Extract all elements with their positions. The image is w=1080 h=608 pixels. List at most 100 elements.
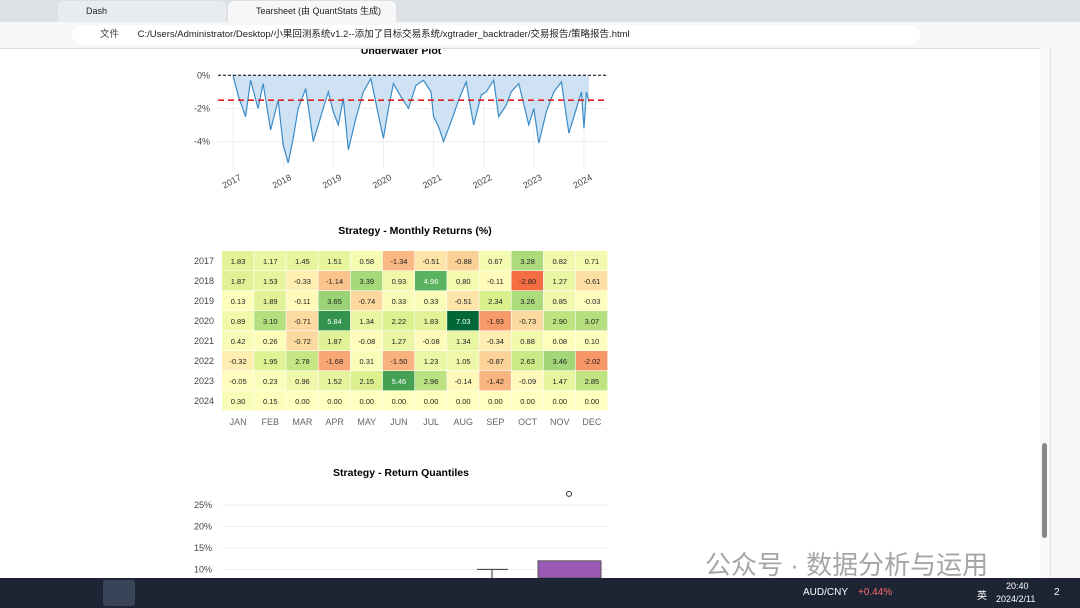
cell-label: -0.08: [358, 337, 375, 346]
cell-label: 1.47: [552, 377, 567, 386]
cell-label: -0.08: [423, 337, 440, 346]
cell-label: 0.15: [263, 397, 278, 406]
cell-label: 3.39: [359, 277, 374, 286]
cell-label: 1.87: [327, 337, 342, 346]
heatmap-cell: [511, 291, 544, 311]
heatmap-cell: [511, 351, 544, 371]
taskbar: AUD/CNY +0.44% 英 20:40 2024/2/11 2: [0, 578, 1080, 608]
heatmap-cell: [350, 271, 383, 291]
cell-label: -0.87: [487, 357, 504, 366]
heatmap-cell: [286, 371, 318, 391]
cell-label: -0.11: [487, 277, 504, 286]
heatmap-cell: [222, 311, 254, 331]
notifications[interactable]: 2: [1054, 587, 1060, 598]
heatmap-cell: [286, 351, 318, 371]
cell-label: 0.33: [424, 297, 439, 306]
heatmap-cell: [286, 251, 318, 271]
heatmap-cell: [447, 371, 479, 391]
heatmap-cell: [382, 371, 415, 391]
heatmap-cell: [382, 251, 415, 271]
heatmap-cell: [415, 391, 447, 411]
heatmap-cell: [318, 291, 351, 311]
cell-label: -0.34: [487, 337, 504, 346]
heatmap-cell: [479, 391, 511, 411]
active-app[interactable]: [103, 580, 135, 606]
heatmap-cell: [254, 391, 286, 411]
cell-label: 1.17: [263, 257, 278, 266]
cell-label: 1.51: [327, 257, 342, 266]
y-tick-label: 0%: [197, 70, 210, 80]
heatmap-cell: [543, 251, 576, 271]
cell-label: 0.82: [552, 257, 567, 266]
row-label: 2024: [194, 396, 214, 406]
cell-label: 4.96: [424, 277, 439, 286]
ticker: AUD/CNY: [803, 587, 849, 598]
cell-label: -2.02: [583, 357, 600, 366]
cell-label: -1.42: [487, 377, 504, 386]
heatmap-cell: [350, 311, 383, 331]
tab[interactable]: Tearsheet (由 QuantStats 生成): [228, 1, 396, 22]
url-field[interactable]: 文件 C:/Users/Administrator/Desktop/小果回测系统…: [72, 25, 920, 45]
cell-label: -0.72: [294, 337, 311, 346]
heatmap-cell: [543, 391, 576, 411]
ime: 英: [977, 591, 987, 602]
heatmap-cell: [382, 331, 415, 351]
heatmap-cell: [511, 331, 544, 351]
cell-label: 0.89: [231, 317, 246, 326]
drawdown-line: [232, 75, 590, 164]
heatmap-cell: [575, 391, 608, 411]
ticker-change: +0.44%: [858, 587, 893, 598]
clock-time: 20:40: [1006, 581, 1029, 591]
heatmap-cell: [543, 351, 576, 371]
tab[interactable]: Dash: [58, 1, 226, 22]
cell-label: 1.53: [263, 277, 278, 286]
cell-label: 0.96: [295, 377, 310, 386]
cell-label: -1.93: [487, 317, 504, 326]
heatmap-cell: [382, 351, 415, 371]
cell-label: -0.73: [519, 317, 536, 326]
heatmap-cell: [286, 291, 318, 311]
cell-label: 1.05: [456, 357, 471, 366]
row-label: 2021: [194, 336, 214, 346]
heatmap-cell: [350, 331, 383, 351]
cell-label: 0.30: [231, 397, 246, 406]
cell-label: 1.83: [424, 317, 439, 326]
heatmap-cell: [447, 271, 479, 291]
cell-label: 2.63: [520, 357, 535, 366]
y-tick-label: -4%: [194, 137, 210, 147]
heatmap-cell: [543, 371, 576, 391]
y-tick-label: -2%: [194, 103, 210, 113]
y-tick-label: 15%: [194, 543, 212, 553]
heatmap-cell: [575, 271, 608, 291]
column-label: NOV: [550, 417, 570, 427]
heatmap-cell: [479, 291, 511, 311]
heatmap-cell: [415, 371, 447, 391]
cell-label: -2.80: [519, 277, 536, 286]
cell-label: 0.26: [263, 337, 278, 346]
cell-label: 2.15: [359, 377, 374, 386]
heatmap-cell: [318, 251, 351, 271]
cell-label: 3.26: [520, 297, 535, 306]
cell-label: 0.58: [359, 257, 374, 266]
cell-label: -1.14: [326, 277, 343, 286]
x-tick-label: 2024: [571, 172, 593, 190]
heatmap-cell: [382, 391, 415, 411]
cell-label: 0.10: [585, 337, 600, 346]
cell-label: 0.88: [520, 337, 535, 346]
cell-label: 0.93: [392, 277, 407, 286]
heatmap-cell: [222, 371, 254, 391]
cell-label: -0.74: [358, 297, 375, 306]
x-tick-label: 2022: [471, 172, 493, 190]
heatmap-cell: [254, 331, 286, 351]
cell-label: 1.87: [231, 277, 246, 286]
heatmap-cell: [350, 251, 383, 271]
cell-label: -1.34: [390, 257, 407, 266]
column-label: AUG: [453, 417, 473, 427]
heatmap-cell: [575, 331, 608, 351]
scroll-thumb[interactable]: [1042, 443, 1047, 538]
heatmap-cell: [447, 291, 479, 311]
cell-label: 0.08: [552, 337, 567, 346]
cell-label: 2.78: [295, 357, 310, 366]
scrollbar[interactable]: [1040, 48, 1050, 578]
heatmap-cell: [511, 371, 544, 391]
